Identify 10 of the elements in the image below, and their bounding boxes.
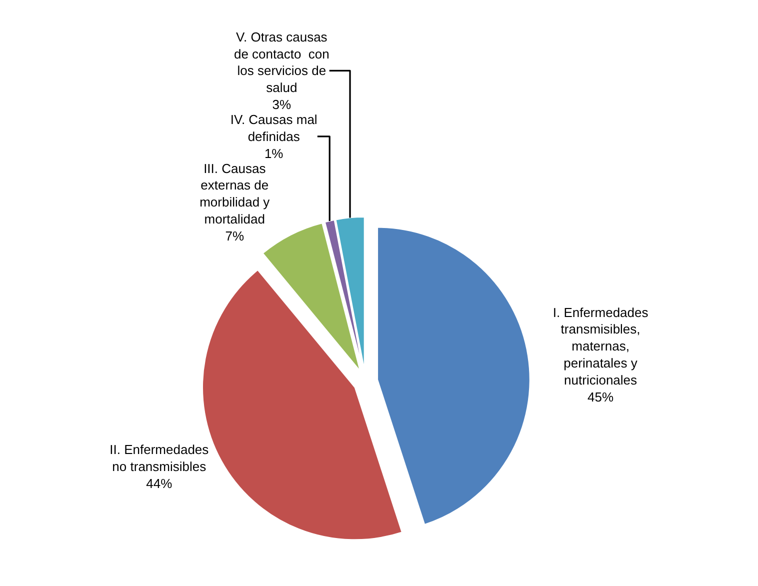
slice-label: IV. Causas mal definidas — [230, 112, 318, 144]
slice-label: II. Enfermedades no transmisibles — [110, 442, 210, 474]
slice-label: I. Enfermedades transmisibles, maternas, perinatales y nutricionales — [552, 304, 649, 388]
data-label: 44% — [146, 476, 173, 491]
slice-label: III. Causas externas de morbilidad y mortalidad — [200, 160, 270, 227]
data-label: 3% — [272, 97, 292, 112]
slice-label: V. Otras causas de contacto con los servicios de salud — [234, 29, 330, 96]
data-label: 7% — [225, 228, 244, 244]
data-label: 1% — [264, 146, 284, 161]
data-label: 45% — [588, 389, 614, 404]
